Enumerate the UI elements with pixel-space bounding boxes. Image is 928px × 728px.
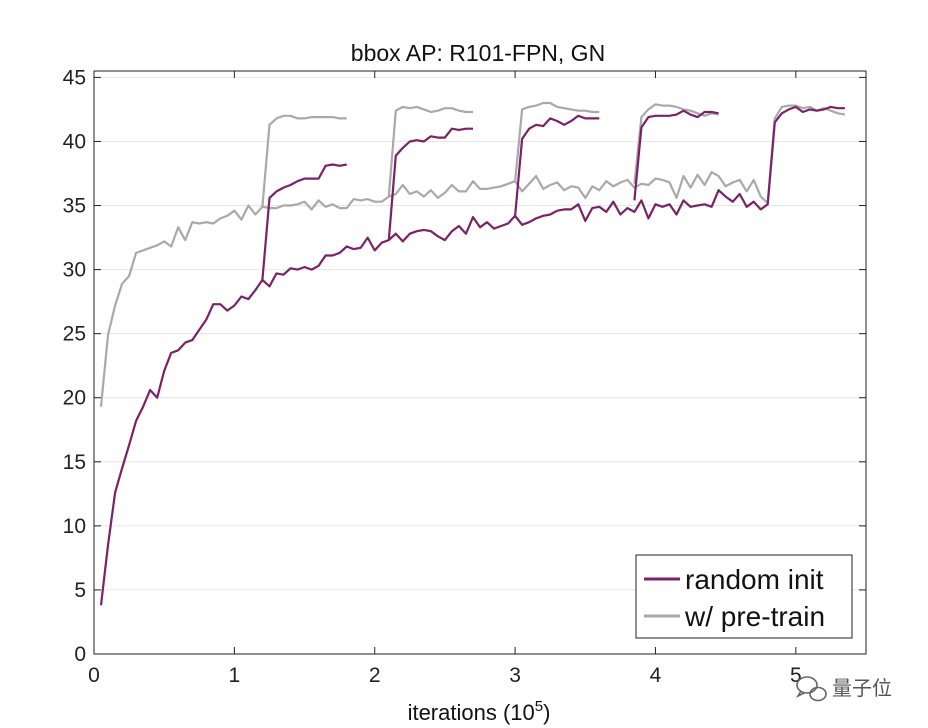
legend-label-pre-train: w/ pre-train <box>684 601 825 632</box>
x-tick-label: 1 <box>229 664 241 687</box>
series-branch-random-init-3 <box>514 114 600 216</box>
x-axis-title-text: iterations (10 <box>408 700 535 725</box>
series-branch-w-pre-train-1 <box>261 114 347 207</box>
y-tick-label: 10 <box>63 515 86 538</box>
x-axis-title-superscript: 5 <box>535 698 543 715</box>
series-branch-random-init-4 <box>633 109 719 201</box>
series-group <box>99 101 846 606</box>
y-tick-label: 25 <box>63 323 86 346</box>
chart-title: bbox AP: R101-FPN, GN <box>351 40 605 66</box>
plot-area-border <box>93 70 867 655</box>
y-tick-label: 35 <box>63 195 86 218</box>
series-branch-random-init-1 <box>261 163 347 280</box>
series-line-random-init <box>99 105 845 606</box>
series-branch-random-init-2 <box>387 127 473 241</box>
wechat-icon <box>795 676 827 702</box>
y-tick-label: 5 <box>74 579 86 602</box>
x-tick-label: 2 <box>369 664 381 687</box>
watermark-text: 量子位 <box>832 676 892 700</box>
series-branch-w-pre-train-3 <box>514 101 600 182</box>
x-axis-title-close: ) <box>543 700 550 725</box>
legend-box <box>635 554 853 639</box>
y-tick-label: 0 <box>74 643 86 666</box>
x-tick-label: 3 <box>509 664 521 687</box>
series-branch-w-pre-train-4 <box>633 103 719 184</box>
y-tick-label: 40 <box>63 130 86 153</box>
series-branch-w-pre-train-2 <box>387 105 473 197</box>
y-tick-label: 15 <box>63 451 86 474</box>
watermark: 量子位 <box>795 676 892 702</box>
grid-lines <box>94 76 866 591</box>
y-tick-label: 20 <box>63 387 86 410</box>
x-tick-label: 0 <box>88 664 100 687</box>
y-tick-label: 45 <box>63 66 86 89</box>
series-line-w-pre-train <box>99 104 846 407</box>
y-tick-label: 30 <box>63 259 86 282</box>
legend: random init w/ pre-train <box>635 554 853 639</box>
x-tick-label: 4 <box>650 664 662 687</box>
x-axis-title: iterations (105) <box>408 698 551 725</box>
x-tick-label: 5 <box>790 664 802 687</box>
legend-label-random-init: random init <box>685 564 824 595</box>
